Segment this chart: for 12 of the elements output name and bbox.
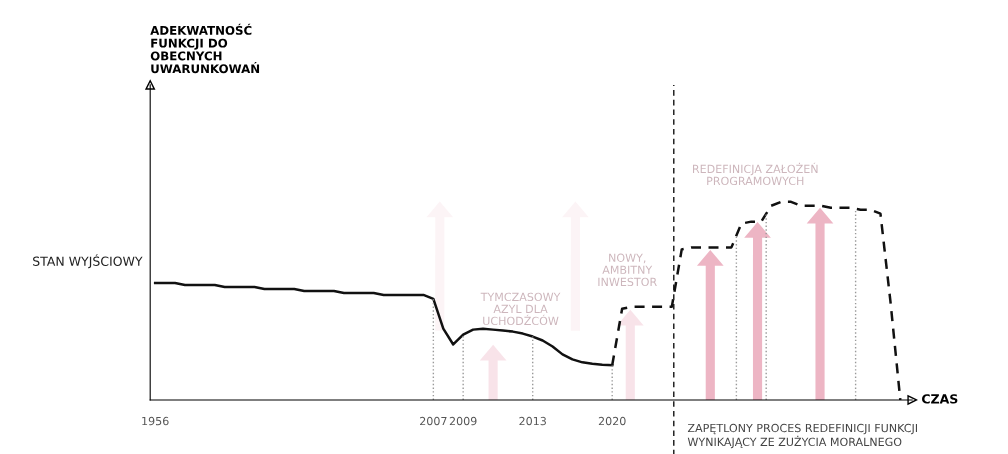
annotation: TYMCZASOWY AZYL DLA UCHODŹCÓW <box>480 292 561 326</box>
x-tick-label: 1956 <box>142 416 169 426</box>
x-axis-title: CZAS <box>922 394 958 404</box>
x-tick-label: 2013 <box>519 416 546 426</box>
x-tick-label: 2020 <box>598 416 626 426</box>
text: ZAPĘTLONY PROCES REDEFINICJI FUNKCJI WYNIKAJĄCY ZE ZUŻYCIA MORALNEGO <box>687 423 917 449</box>
text: REDEFINICJA ZAŁOŻEŃ PROGRAMOWYCH <box>693 162 818 186</box>
annotation: NOWY, AMBITNY INWESTOR <box>598 253 657 287</box>
text: STAN WYJŚCIOWY <box>33 254 143 269</box>
x-tick-label: 2007 <box>420 416 447 426</box>
x-tick-label: 2009 <box>449 416 477 426</box>
text: ADEKWATNOŚĆ FUNKCJI DO OBECNYCH UWARUNKOWAŃ <box>150 23 260 74</box>
